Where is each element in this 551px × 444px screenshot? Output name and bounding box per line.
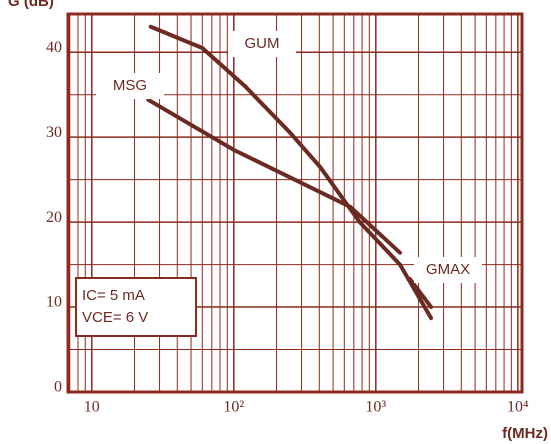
series-line <box>407 277 434 310</box>
series-label: GUM <box>245 35 280 52</box>
x-tick-label: 10³ <box>365 399 386 416</box>
x-axis-label: f(MHz) <box>502 425 548 442</box>
y-tick-label: 40 <box>46 39 62 56</box>
series-line <box>146 97 402 255</box>
y-tick-label: 20 <box>46 209 62 226</box>
y-axis-label: G (dB) <box>8 0 54 10</box>
x-tick-label: 10⁴ <box>507 399 529 416</box>
y-tick-label: 10 <box>46 294 62 311</box>
series-label: MSG <box>113 77 147 94</box>
annotation: VCE= 6 V <box>82 309 148 326</box>
y-tick-label: 0 <box>54 379 62 396</box>
series-label: GMAX <box>426 261 470 278</box>
label-bg <box>414 257 482 283</box>
plot-frame <box>66 12 524 394</box>
annotation: IC= 5 mA <box>82 287 145 304</box>
condition-box <box>75 277 197 337</box>
x-tick-label: 10 <box>84 399 100 416</box>
label-bg <box>228 31 296 57</box>
label-bg <box>96 73 164 99</box>
series-line <box>148 24 434 321</box>
y-tick-label: 30 <box>46 124 62 141</box>
x-tick-label: 10² <box>223 399 244 416</box>
